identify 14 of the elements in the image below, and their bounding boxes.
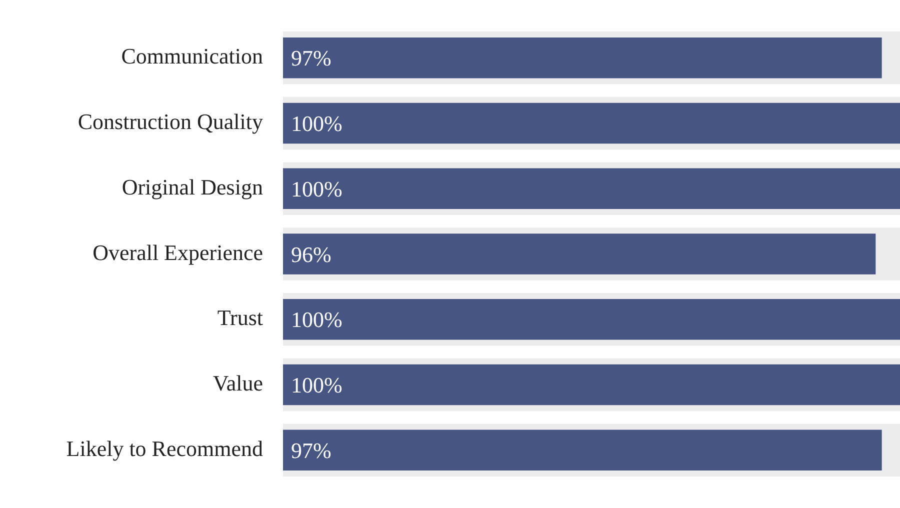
- y-tick-label: Communication: [121, 44, 263, 69]
- y-tick-label: Likely to Recommend: [66, 436, 263, 461]
- y-tick-label: Construction Quality: [78, 109, 263, 134]
- data-label: 100%: [291, 176, 342, 202]
- data-label: 96%: [291, 242, 332, 267]
- data-label: 100%: [291, 372, 342, 398]
- data-label: 100%: [291, 111, 342, 136]
- y-tick-label: Value: [212, 370, 263, 396]
- y-tick-label: Overall Experience: [92, 240, 263, 265]
- data-label: 97%: [291, 438, 332, 463]
- y-tick-label: Trust: [217, 305, 263, 330]
- y-tick-label: Original Design: [122, 174, 263, 200]
- data-label: 100%: [291, 307, 342, 332]
- data-label: 97%: [291, 46, 332, 71]
